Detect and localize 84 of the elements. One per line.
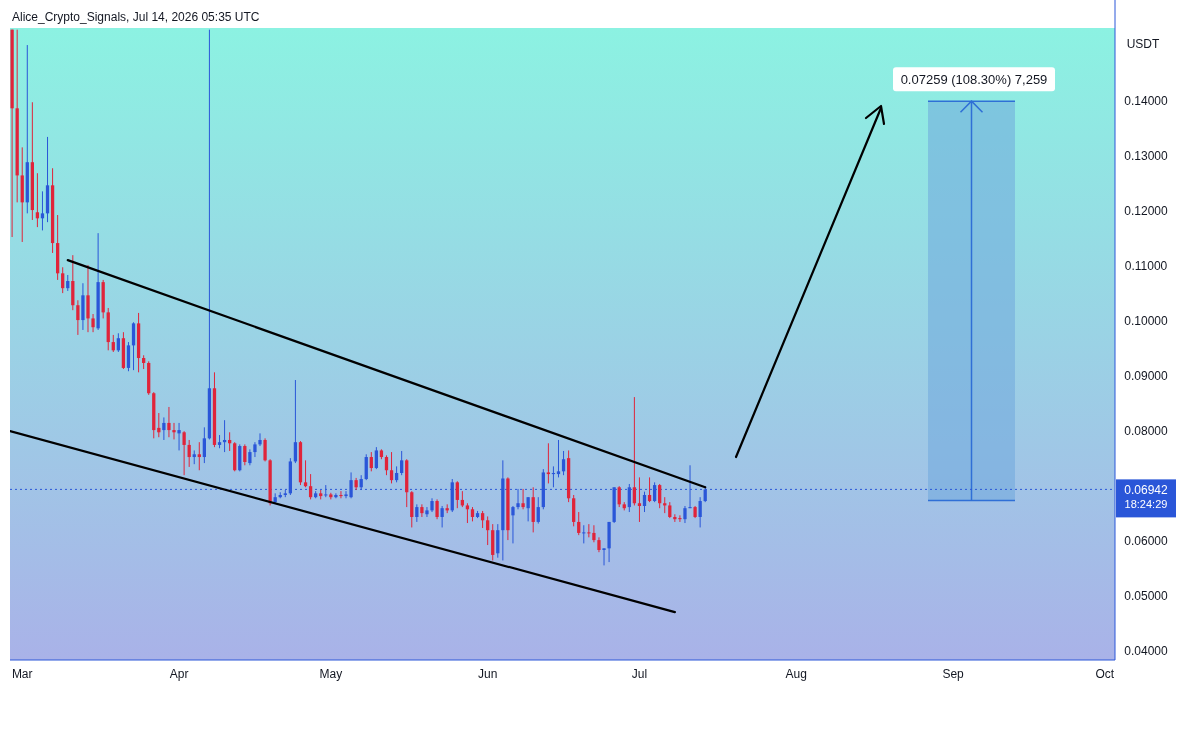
text: 18:24:29	[1124, 498, 1168, 511]
y-tick-label: 0.13000	[1124, 149, 1169, 164]
candlestick	[116, 332, 120, 353]
candlestick	[572, 494, 576, 527]
candlestick	[76, 299, 80, 336]
candlestick	[521, 488, 525, 510]
candlestick	[587, 523, 591, 538]
y-tick-label: 0.12000	[1124, 204, 1169, 219]
candlestick	[61, 266, 65, 294]
candlestick	[384, 454, 389, 476]
x-tick-label: May	[319, 667, 343, 681]
x-tick-label: Jun	[477, 667, 498, 681]
candlestick	[602, 547, 606, 566]
candlestick	[334, 492, 338, 499]
candlestick	[440, 505, 444, 528]
candlestick	[496, 523, 500, 559]
candlestick	[536, 496, 540, 525]
y-tick-label: 0.08000	[1124, 424, 1169, 439]
candlestick	[678, 514, 682, 523]
candlestick	[374, 446, 379, 470]
candlestick	[435, 498, 439, 520]
x-tick-label: Sep	[942, 667, 965, 681]
candlestick	[293, 379, 298, 464]
x-tick-label: Jul	[631, 667, 648, 681]
ref-line-label: 0.06942	[1124, 482, 1169, 497]
candlestick	[642, 491, 647, 513]
candlestick	[197, 441, 201, 471]
candlestick	[698, 496, 702, 528]
candlestick	[182, 430, 186, 476]
candlestick	[364, 453, 368, 481]
text: Alice_Crypto_Signals, Jul 14, 2026 05:35 UTC	[12, 10, 260, 24]
candlestick	[126, 341, 131, 372]
y-tick-label: 0.09000	[1124, 369, 1169, 384]
x-tick-label: Oct	[1095, 667, 1115, 681]
x-tick-label: Apr	[169, 667, 189, 681]
candlestick	[91, 313, 95, 333]
y-tick-label: 0.11000	[1124, 259, 1168, 274]
x-tick-label: Aug	[785, 667, 807, 681]
candlestick	[592, 524, 596, 543]
candlestick	[243, 443, 247, 466]
y-tick-label: 0.04000	[1124, 644, 1169, 659]
candlestick	[162, 416, 166, 441]
candlestick	[35, 172, 40, 228]
candlestick	[486, 515, 490, 546]
candlestick	[40, 190, 45, 231]
candlestick	[167, 406, 171, 438]
candlestick	[526, 496, 530, 522]
candlestick	[131, 321, 136, 371]
candlestick	[202, 426, 206, 464]
candlestick	[187, 439, 191, 468]
candlestick	[511, 505, 515, 544]
candlestick	[389, 451, 394, 484]
candlestick	[658, 483, 662, 509]
candlestick	[632, 396, 637, 506]
candlestick	[86, 264, 90, 333]
candlestick	[465, 502, 470, 524]
candlestick	[455, 480, 459, 509]
candlestick	[556, 439, 561, 478]
candlestick	[647, 476, 652, 503]
candlestick	[253, 441, 257, 458]
y-tick-label: 0.06000	[1124, 534, 1169, 549]
y-tick-label: 0.05000	[1124, 589, 1169, 604]
band-label: 0.07259 (108.30%) 7,259	[900, 72, 1048, 88]
candlestick	[303, 459, 308, 488]
candlestick	[425, 506, 429, 518]
candlestick	[308, 473, 313, 500]
x-tick-label: Mar	[11, 667, 33, 681]
candlestick	[400, 450, 404, 476]
candlestick	[258, 432, 262, 447]
candlestick	[561, 450, 566, 476]
y-axis-title: USDT	[1126, 37, 1160, 51]
candlestick	[420, 503, 424, 518]
candlestick	[339, 490, 343, 499]
candlestick	[369, 451, 373, 472]
candlestick	[546, 442, 551, 484]
y-tick-label: 0.14000	[1124, 94, 1169, 109]
y-tick-label: 0.10000	[1124, 314, 1169, 329]
candlestick	[637, 476, 642, 523]
candlestick	[263, 437, 267, 462]
candlestick	[172, 422, 176, 440]
candlestick	[582, 524, 586, 544]
candlestick	[177, 422, 181, 451]
candlestick	[617, 485, 621, 508]
candlestick	[577, 511, 581, 536]
